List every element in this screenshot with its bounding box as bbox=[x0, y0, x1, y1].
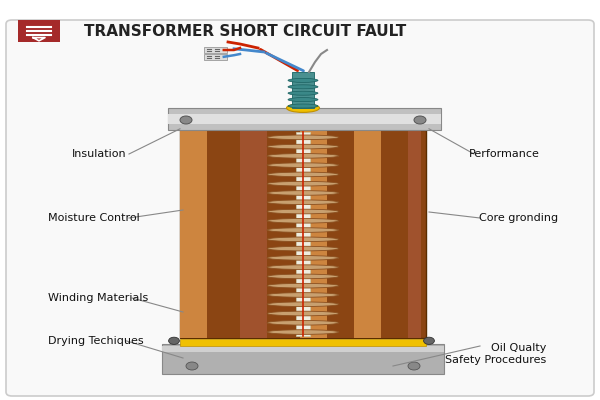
Text: Insulation: Insulation bbox=[72, 149, 127, 159]
Ellipse shape bbox=[267, 209, 339, 214]
Ellipse shape bbox=[288, 78, 318, 82]
Bar bbox=[204, 54, 227, 60]
Ellipse shape bbox=[288, 85, 318, 89]
Ellipse shape bbox=[267, 330, 339, 334]
Bar bbox=[168, 108, 441, 130]
Circle shape bbox=[186, 362, 198, 370]
Ellipse shape bbox=[267, 154, 339, 158]
Bar bbox=[180, 130, 207, 338]
Bar bbox=[162, 344, 444, 374]
Text: Moisture Control: Moisture Control bbox=[48, 213, 140, 223]
Ellipse shape bbox=[267, 218, 339, 223]
Bar bbox=[180, 339, 426, 346]
Bar bbox=[327, 130, 354, 338]
Bar bbox=[267, 130, 300, 338]
Bar bbox=[300, 130, 327, 338]
Ellipse shape bbox=[267, 274, 339, 279]
Ellipse shape bbox=[267, 228, 339, 232]
Ellipse shape bbox=[288, 104, 318, 108]
Ellipse shape bbox=[267, 246, 339, 251]
Ellipse shape bbox=[267, 181, 339, 186]
Ellipse shape bbox=[267, 163, 339, 168]
Ellipse shape bbox=[288, 91, 318, 95]
Circle shape bbox=[169, 337, 179, 344]
Ellipse shape bbox=[267, 265, 339, 270]
Bar bbox=[354, 130, 387, 338]
Circle shape bbox=[180, 116, 192, 124]
Ellipse shape bbox=[267, 311, 339, 316]
Text: TRANSFORMER SHORT CIRCUIT FAULT: TRANSFORMER SHORT CIRCUIT FAULT bbox=[84, 24, 406, 39]
Text: Core gronding: Core gronding bbox=[479, 213, 558, 223]
Bar bbox=[408, 130, 421, 338]
Ellipse shape bbox=[267, 172, 339, 177]
Bar bbox=[207, 130, 240, 338]
Ellipse shape bbox=[267, 256, 339, 260]
Ellipse shape bbox=[267, 237, 339, 242]
Circle shape bbox=[414, 116, 426, 124]
Ellipse shape bbox=[288, 98, 318, 102]
Ellipse shape bbox=[267, 191, 339, 195]
Bar bbox=[180, 130, 426, 338]
Ellipse shape bbox=[267, 320, 339, 325]
Ellipse shape bbox=[267, 293, 339, 297]
Ellipse shape bbox=[287, 104, 320, 112]
Bar bbox=[18, 20, 60, 42]
Circle shape bbox=[424, 337, 434, 344]
Text: Performance: Performance bbox=[469, 149, 540, 159]
Ellipse shape bbox=[267, 144, 339, 149]
Ellipse shape bbox=[267, 200, 339, 204]
Bar bbox=[240, 130, 267, 338]
Bar bbox=[168, 114, 441, 124]
Bar bbox=[292, 72, 314, 108]
Text: Drying Techiques: Drying Techiques bbox=[48, 336, 143, 346]
Circle shape bbox=[408, 362, 420, 370]
Text: Oil Qualty
Safety Procedures: Oil Qualty Safety Procedures bbox=[445, 343, 546, 365]
Ellipse shape bbox=[267, 302, 339, 306]
Text: Winding Materials: Winding Materials bbox=[48, 293, 148, 303]
Bar bbox=[296, 132, 310, 336]
FancyBboxPatch shape bbox=[6, 20, 594, 396]
Bar bbox=[381, 130, 408, 338]
Bar bbox=[162, 346, 444, 352]
Ellipse shape bbox=[267, 135, 339, 140]
Bar bbox=[204, 47, 227, 53]
Ellipse shape bbox=[267, 283, 339, 288]
